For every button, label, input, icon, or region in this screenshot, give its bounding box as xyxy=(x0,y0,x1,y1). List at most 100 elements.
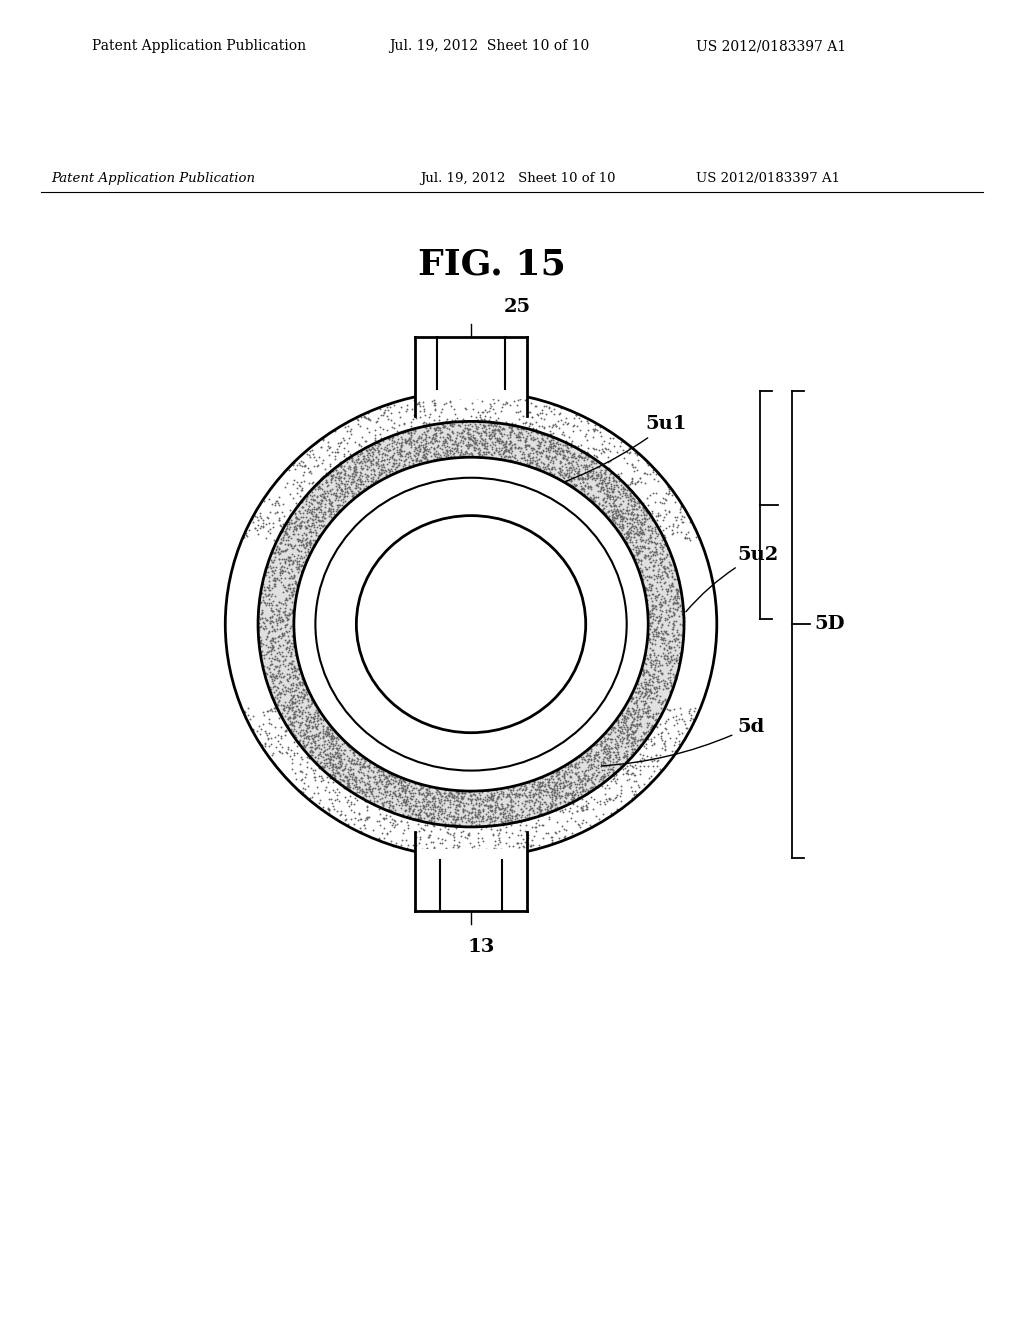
Point xyxy=(502,395,518,416)
Point xyxy=(631,540,647,561)
Point xyxy=(384,801,400,822)
Point xyxy=(618,756,635,777)
Point xyxy=(621,442,637,463)
Point xyxy=(657,652,674,673)
Point xyxy=(652,655,669,676)
Point xyxy=(620,725,636,746)
Point xyxy=(276,700,293,721)
Point xyxy=(508,805,524,826)
Point xyxy=(577,772,593,793)
Point xyxy=(298,727,314,748)
Point xyxy=(498,447,514,469)
Point xyxy=(270,570,287,591)
Point xyxy=(647,519,664,540)
Point xyxy=(596,478,612,499)
Point xyxy=(370,453,386,474)
Point xyxy=(463,803,479,824)
Point xyxy=(278,521,294,543)
Point xyxy=(600,508,616,529)
Point xyxy=(266,686,283,708)
Point xyxy=(536,780,552,801)
Point xyxy=(322,498,338,519)
Point xyxy=(433,412,450,433)
Point xyxy=(658,645,675,667)
Point xyxy=(372,777,388,799)
Point xyxy=(425,444,441,465)
Point xyxy=(483,783,500,804)
Point xyxy=(284,582,300,603)
Point xyxy=(530,799,547,820)
Point xyxy=(630,730,646,751)
Point xyxy=(285,721,301,742)
Point xyxy=(620,453,636,474)
Point xyxy=(641,768,657,789)
Point xyxy=(609,799,626,820)
Point xyxy=(309,783,326,804)
Point xyxy=(662,545,678,566)
Point xyxy=(572,441,589,462)
Point xyxy=(503,432,519,453)
Point xyxy=(616,503,633,524)
Point xyxy=(385,455,401,477)
Point xyxy=(482,796,499,817)
Point xyxy=(379,775,395,796)
Point xyxy=(295,506,311,527)
Point xyxy=(365,785,381,807)
Point xyxy=(402,437,419,458)
Point xyxy=(379,441,395,462)
Point xyxy=(483,424,500,445)
Point xyxy=(372,399,388,420)
Point xyxy=(625,721,641,742)
Point xyxy=(620,725,636,746)
Point xyxy=(332,483,348,504)
Point xyxy=(353,779,370,800)
Point xyxy=(506,841,522,862)
Point xyxy=(574,479,591,500)
Point xyxy=(393,797,410,818)
Text: 13: 13 xyxy=(468,937,495,956)
Point xyxy=(454,426,470,447)
Point xyxy=(481,796,498,817)
Point xyxy=(264,516,281,537)
Point xyxy=(583,755,599,776)
Point xyxy=(318,721,335,742)
Point xyxy=(604,756,621,777)
Point xyxy=(620,523,636,544)
Point xyxy=(614,527,631,548)
Point xyxy=(373,771,389,792)
Point xyxy=(409,449,425,470)
Point xyxy=(384,796,400,817)
Point xyxy=(301,717,317,738)
Point xyxy=(621,480,637,502)
Point xyxy=(503,417,519,438)
Point xyxy=(555,441,571,462)
Point xyxy=(538,432,554,453)
Point xyxy=(308,710,325,731)
Point xyxy=(606,515,623,536)
Point xyxy=(600,738,616,759)
Point xyxy=(304,494,321,515)
Point xyxy=(559,774,575,795)
Point xyxy=(666,610,682,631)
Point xyxy=(577,483,593,504)
Point xyxy=(605,717,622,738)
Point xyxy=(554,816,570,837)
Point xyxy=(342,766,358,787)
Point xyxy=(371,444,387,465)
Point xyxy=(653,726,670,747)
Point xyxy=(302,711,318,733)
Point xyxy=(342,779,358,800)
Point xyxy=(374,822,390,843)
Point xyxy=(642,644,658,665)
Point xyxy=(651,537,668,558)
Point xyxy=(636,535,652,556)
Point xyxy=(601,469,617,490)
Point xyxy=(499,796,515,817)
Point xyxy=(347,788,364,809)
Point xyxy=(604,508,621,529)
Point xyxy=(415,838,431,859)
Point xyxy=(633,663,649,684)
Point xyxy=(468,785,484,807)
Point xyxy=(517,793,534,814)
Point xyxy=(667,648,683,669)
